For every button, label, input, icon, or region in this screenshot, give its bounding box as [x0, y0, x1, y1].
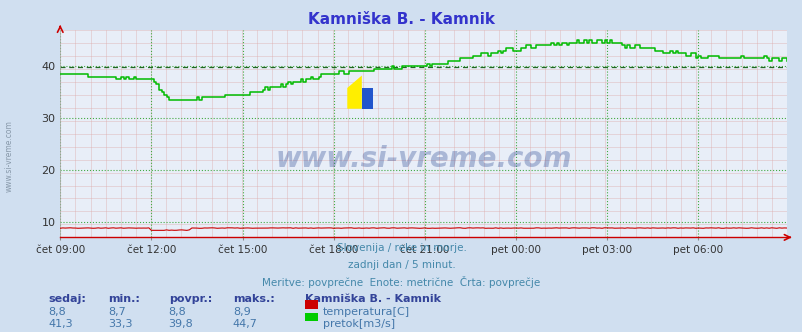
Text: povpr.:: povpr.:: [168, 294, 212, 304]
Text: zadnji dan / 5 minut.: zadnji dan / 5 minut.: [347, 260, 455, 270]
Text: 8,8: 8,8: [48, 307, 66, 317]
Text: Kamniška B. - Kamnik: Kamniška B. - Kamnik: [308, 12, 494, 27]
Text: pretok[m3/s]: pretok[m3/s]: [322, 319, 395, 329]
Text: 44,7: 44,7: [233, 319, 257, 329]
Text: www.si-vreme.com: www.si-vreme.com: [5, 120, 14, 192]
Text: 8,7: 8,7: [108, 307, 126, 317]
Text: maks.:: maks.:: [233, 294, 274, 304]
Text: www.si-vreme.com: www.si-vreme.com: [275, 144, 571, 173]
Text: Meritve: povprečne  Enote: metrične  Črta: povprečje: Meritve: povprečne Enote: metrične Črta:…: [262, 276, 540, 288]
Text: 8,8: 8,8: [168, 307, 186, 317]
Text: Kamniška B. - Kamnik: Kamniška B. - Kamnik: [305, 294, 440, 304]
Text: sedaj:: sedaj:: [48, 294, 86, 304]
Text: min.:: min.:: [108, 294, 140, 304]
Text: 8,9: 8,9: [233, 307, 250, 317]
Text: temperatura[C]: temperatura[C]: [322, 307, 409, 317]
Text: 39,8: 39,8: [168, 319, 193, 329]
Polygon shape: [362, 88, 372, 109]
Text: 33,3: 33,3: [108, 319, 133, 329]
Text: 41,3: 41,3: [48, 319, 73, 329]
Text: Slovenija / reke in morje.: Slovenija / reke in morje.: [336, 243, 466, 253]
Polygon shape: [346, 76, 362, 109]
